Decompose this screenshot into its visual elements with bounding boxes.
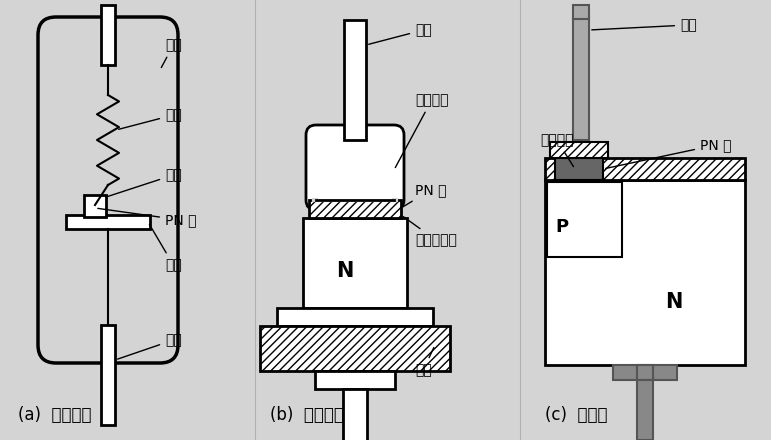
Text: (c)  平面型: (c) 平面型: [545, 406, 608, 424]
Bar: [344, 20, 366, 140]
Bar: [66, 215, 150, 229]
Text: N: N: [336, 261, 354, 281]
Text: 触丝: 触丝: [119, 108, 182, 129]
Bar: [637, 380, 653, 440]
Text: 引线: 引线: [592, 18, 697, 32]
Text: N: N: [665, 292, 682, 312]
Bar: [550, 142, 608, 158]
Bar: [309, 200, 401, 218]
Bar: [303, 218, 407, 308]
Bar: [573, 18, 589, 140]
Text: P: P: [555, 218, 568, 236]
Text: 支架: 支架: [150, 224, 182, 272]
Text: 晶片: 晶片: [106, 168, 182, 197]
Text: PN 结: PN 结: [403, 183, 446, 206]
Text: (b)  面接触型: (b) 面接触型: [270, 406, 344, 424]
Bar: [613, 365, 677, 380]
Bar: [318, 188, 392, 202]
FancyBboxPatch shape: [38, 17, 178, 363]
Bar: [547, 182, 622, 257]
Text: 二氧化硅: 二氧化硅: [540, 133, 574, 167]
Bar: [101, 325, 115, 425]
Bar: [277, 308, 433, 326]
Bar: [84, 195, 106, 217]
Text: 铝合金球: 铝合金球: [396, 93, 449, 168]
Bar: [101, 5, 115, 65]
Bar: [315, 371, 395, 389]
Text: 引线: 引线: [118, 333, 182, 359]
Bar: [545, 158, 745, 180]
Text: 底座: 底座: [415, 348, 434, 377]
Text: (a)  点接触型: (a) 点接触型: [18, 406, 92, 424]
Bar: [637, 365, 653, 380]
Bar: [343, 389, 367, 440]
Text: 引线: 引线: [369, 23, 432, 44]
Text: PN 结: PN 结: [606, 138, 732, 169]
Text: 外壳: 外壳: [161, 38, 182, 68]
Bar: [545, 180, 745, 365]
Text: PN 结: PN 结: [98, 209, 197, 227]
Text: 金锑合金层: 金锑合金层: [403, 216, 457, 247]
Bar: [573, 5, 589, 19]
FancyBboxPatch shape: [306, 125, 404, 210]
Bar: [260, 326, 450, 371]
Bar: [555, 158, 603, 180]
